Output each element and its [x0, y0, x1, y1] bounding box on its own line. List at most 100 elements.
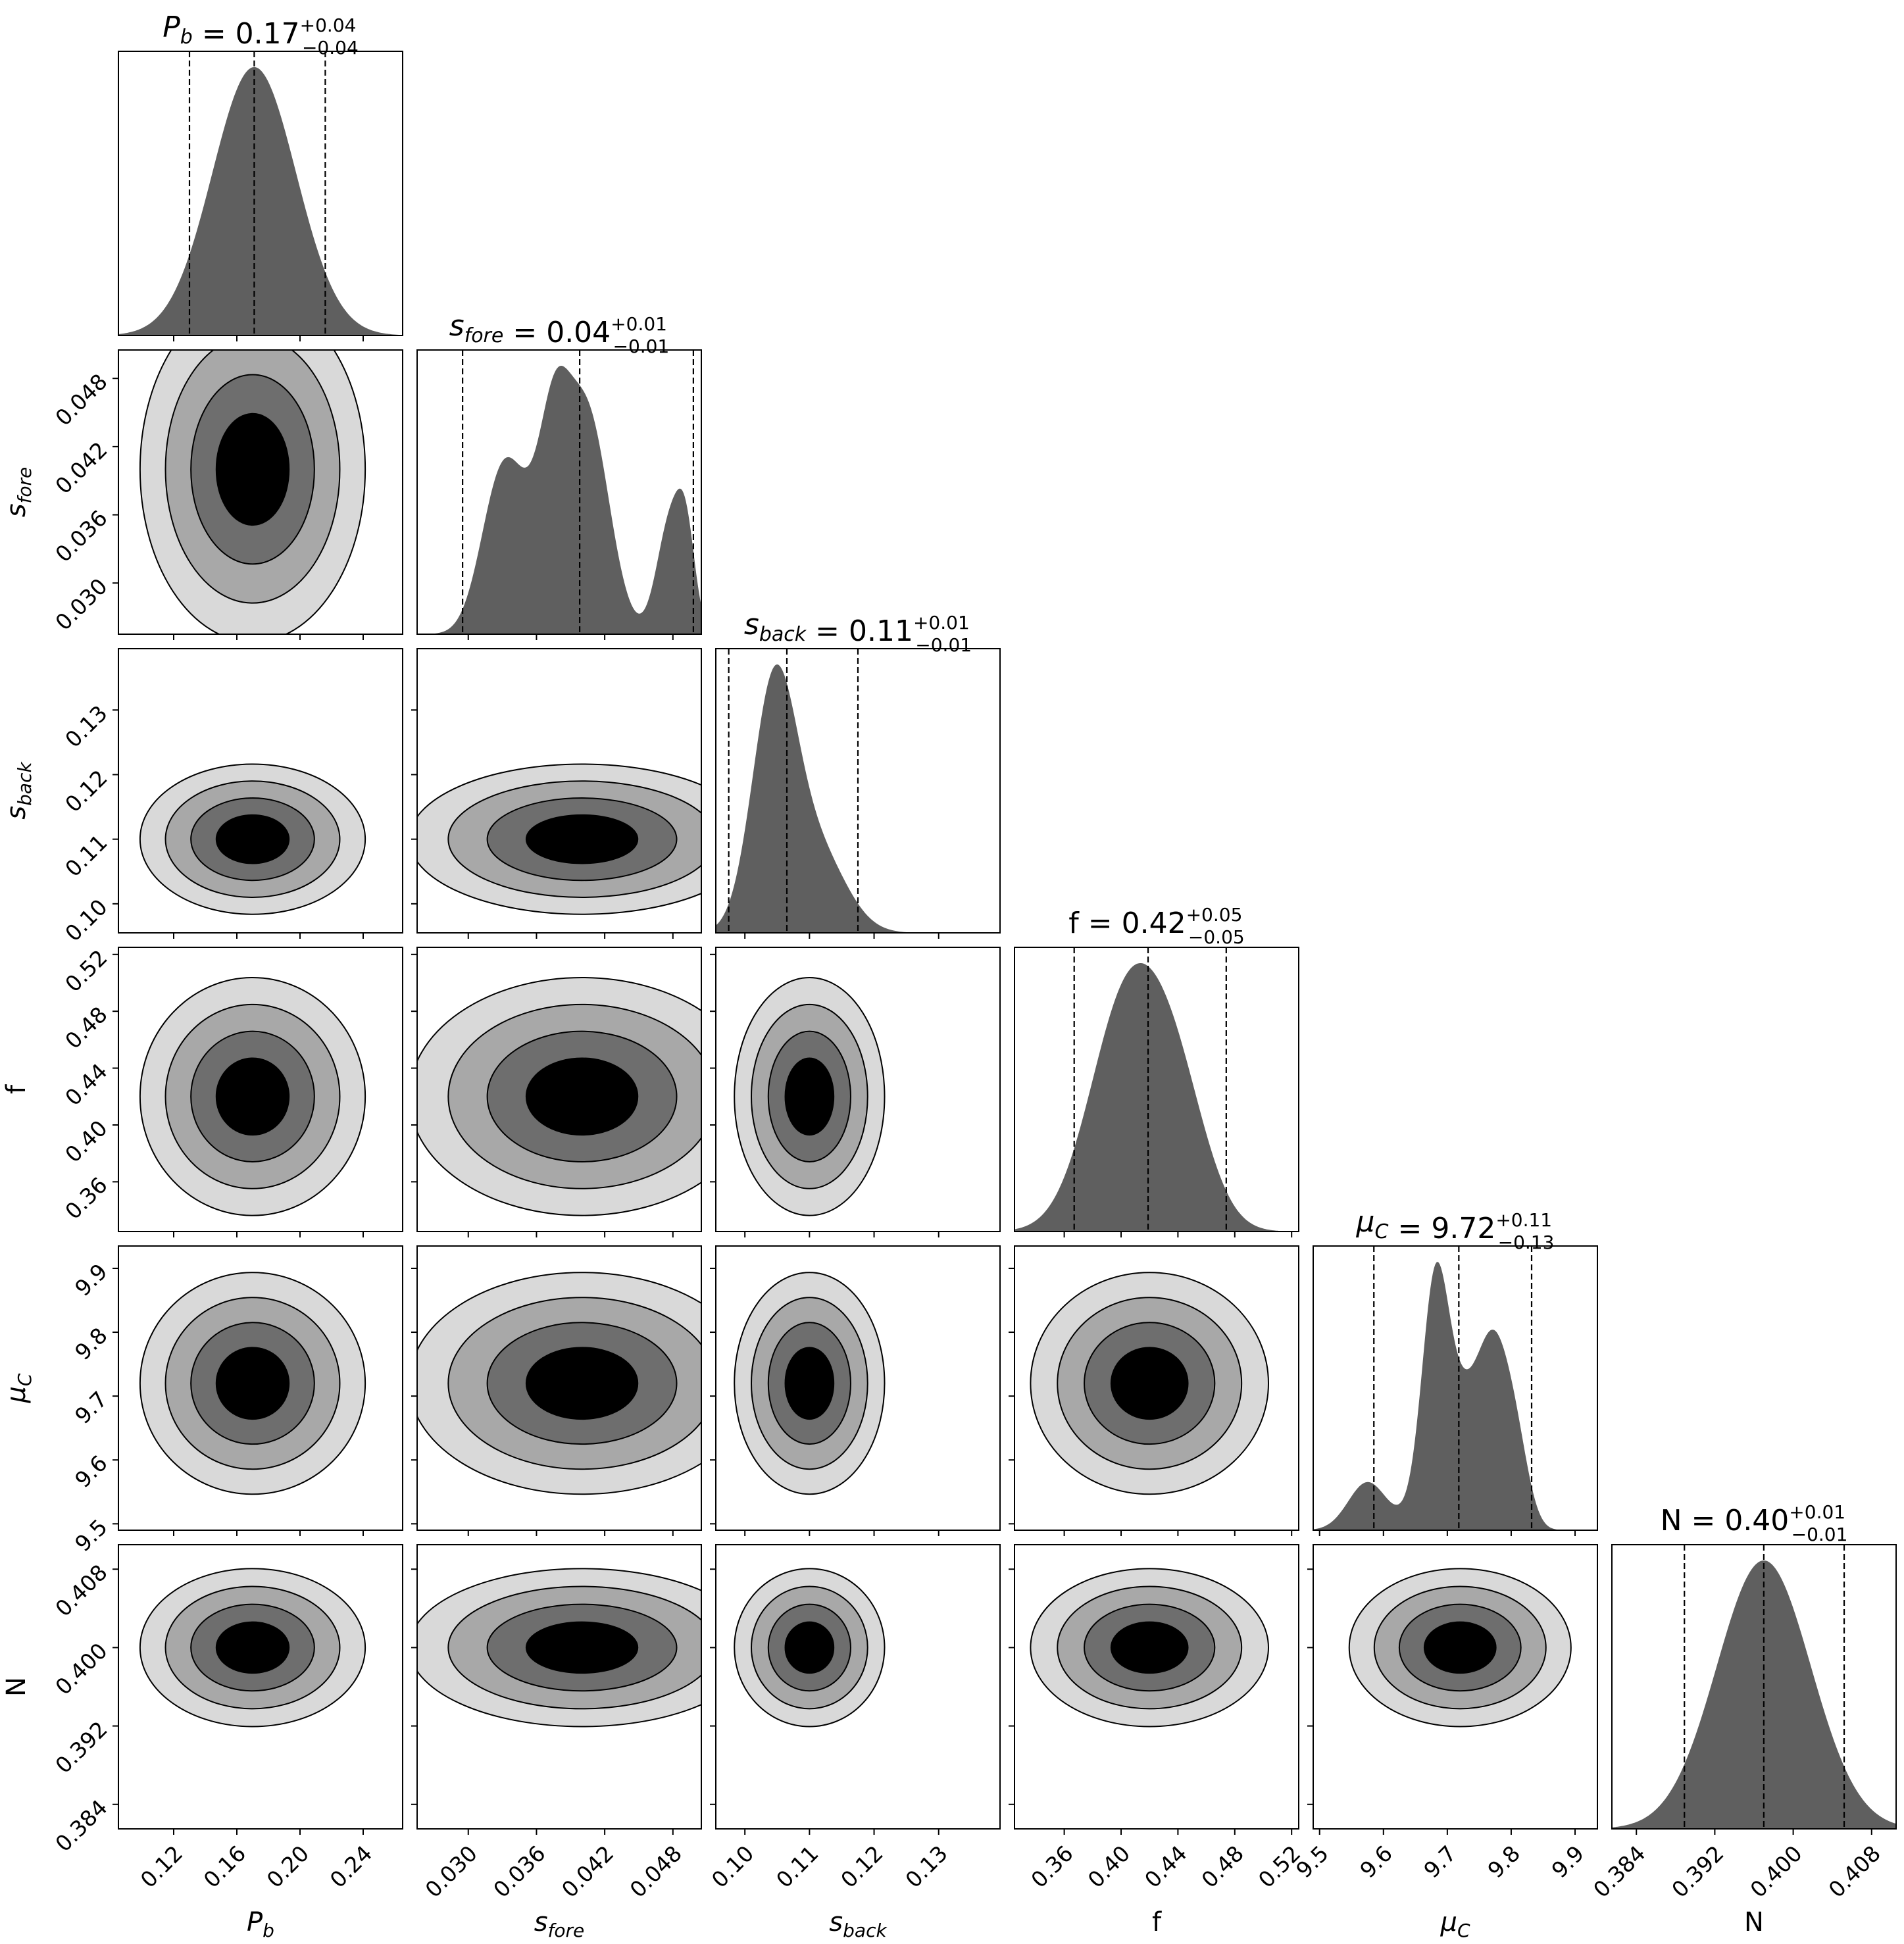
ytick-label-N-2: 0.400: [50, 1638, 112, 1700]
xtick-label-sback-3: 0.13: [900, 1841, 953, 1893]
frame: [416, 1245, 702, 1531]
xtick-label-sfore-3: 0.048: [625, 1841, 687, 1903]
contour-3: [525, 814, 639, 864]
xtick-label-Pb-1: 0.16: [199, 1841, 251, 1893]
density-f: [1015, 963, 1299, 1232]
axis-label-Pb: Pb: [247, 1907, 274, 1941]
ytick-label-f-3: 0.48: [60, 1001, 113, 1054]
title-N: N = 0.40+0.01 −0.01: [1661, 1501, 1848, 1545]
axis-label-sback: sback: [1, 761, 36, 820]
ytick-label-sfore-1: 0.036: [50, 505, 112, 567]
frame-Pb: [118, 51, 403, 336]
title-muC: μC = 9.72+0.11 −0.13: [1356, 1205, 1555, 1253]
contour-3: [215, 814, 290, 864]
xtick-label-sback-2: 0.12: [836, 1841, 888, 1893]
joint-panel-sfore-f: [411, 947, 702, 1237]
frame: [118, 648, 403, 934]
xtick-label-muC-1: 9.6: [1355, 1841, 1397, 1883]
contour-3: [525, 1347, 639, 1420]
frame: [1014, 1245, 1299, 1531]
ytick-label-f-1: 0.40: [60, 1115, 113, 1168]
xtick-label-sback-0: 0.10: [707, 1841, 759, 1893]
frame: [416, 1544, 702, 1830]
axis-label-muC: μC: [1, 1373, 36, 1403]
contour-3: [1423, 1621, 1497, 1674]
marginal-panel-sback: [715, 648, 1001, 939]
frame: [1014, 1544, 1299, 1830]
joint-panel-sback-f: [710, 947, 1001, 1237]
frame: [1313, 1544, 1598, 1830]
xtick-label-N-1: 0.392: [1666, 1841, 1728, 1903]
ytick-label-N-0: 0.384: [50, 1795, 112, 1857]
axis-label-sfore: sfore: [534, 1907, 585, 1941]
xtick-label-muC-2: 9.7: [1418, 1841, 1461, 1883]
contour-3: [784, 1347, 835, 1420]
frame: [715, 1245, 1001, 1531]
joint-panel-Pb-sfore: [113, 349, 403, 640]
joint-panel-Pb-sback: [113, 648, 403, 939]
axis-label-muC: μC: [1440, 1907, 1470, 1941]
xtick-label-sfore-0: 0.030: [420, 1841, 482, 1903]
ytick-label-muC-0: 9.5: [70, 1514, 113, 1557]
joint-panel-Pb-f: [113, 947, 403, 1237]
ytick-label-sfore-2: 0.042: [50, 437, 112, 499]
xtick-label-sfore-2: 0.042: [557, 1841, 618, 1903]
axis-label-N: N: [1, 1677, 32, 1697]
contour-3: [1110, 1621, 1189, 1674]
contour-3: [525, 1057, 639, 1136]
marginal-panel-Pb: [118, 51, 403, 341]
frame: [715, 947, 1001, 1232]
frame: [715, 1544, 1001, 1830]
xtick-label-sback-1: 0.11: [771, 1841, 824, 1893]
ytick-label-muC-3: 9.8: [70, 1322, 113, 1365]
xtick-label-f-0: 0.36: [1026, 1841, 1078, 1893]
xtick-label-Pb-0: 0.12: [136, 1841, 188, 1893]
marginal-panel-sfore: [416, 349, 702, 640]
contour-3: [784, 1057, 835, 1136]
ytick-label-muC-2: 9.7: [70, 1386, 113, 1429]
ytick-label-N-1: 0.392: [50, 1716, 112, 1778]
frame: [118, 1544, 403, 1830]
joint-panel-Pb-N: [113, 1544, 403, 1835]
contour-3: [525, 1621, 639, 1674]
axis-label-sfore: sfore: [1, 467, 36, 518]
title-sback: sback = 0.11+0.01 −0.01: [744, 608, 972, 656]
ytick-label-f-4: 0.52: [60, 945, 113, 997]
axis-label-N: N: [1744, 1907, 1764, 1937]
density-Pb: [118, 67, 403, 336]
contour-3: [215, 412, 290, 526]
joint-panel-muC-N: [1307, 1544, 1598, 1835]
ytick-label-muC-1: 9.6: [70, 1450, 113, 1493]
contour-3: [1110, 1347, 1189, 1420]
marginal-panel-muC: [1313, 1245, 1598, 1536]
title-Pb: Pb = 0.17+0.04 −0.04: [163, 11, 359, 59]
joint-panel-sfore-N: [411, 1544, 702, 1835]
xtick-label-muC-3: 9.8: [1482, 1841, 1525, 1883]
frame: [118, 1245, 403, 1531]
joint-panel-sfore-sback: [411, 648, 702, 939]
ytick-label-f-0: 0.36: [60, 1172, 113, 1225]
contour-3: [215, 1057, 290, 1136]
contour-3: [784, 1621, 835, 1674]
contour-3: [215, 1347, 290, 1420]
ytick-label-sback-0: 0.10: [60, 894, 113, 947]
frame: [118, 349, 403, 635]
joint-panel-f-N: [1009, 1544, 1299, 1835]
xtick-label-N-0: 0.384: [1588, 1841, 1650, 1903]
xtick-label-muC-0: 9.5: [1291, 1841, 1334, 1883]
frame-sback: [715, 648, 1001, 934]
xtick-label-f-3: 0.48: [1196, 1841, 1249, 1893]
xtick-label-f-1: 0.40: [1083, 1841, 1136, 1893]
xtick-label-N-3: 0.408: [1824, 1841, 1886, 1903]
frame-sfore: [416, 349, 702, 635]
density-sfore: [417, 366, 701, 634]
joint-panel-sback-N: [710, 1544, 1001, 1835]
marginal-panel-N: [1611, 1544, 1897, 1835]
frame-f: [1014, 947, 1299, 1232]
title-sfore: sfore = 0.04+0.01 −0.01: [449, 309, 670, 357]
joint-panel-sfore-muC: [411, 1245, 702, 1536]
title-f: f = 0.42+0.05 −0.05: [1068, 904, 1244, 948]
ytick-label-sback-1: 0.11: [60, 830, 113, 882]
ytick-label-N-3: 0.408: [50, 1559, 112, 1621]
